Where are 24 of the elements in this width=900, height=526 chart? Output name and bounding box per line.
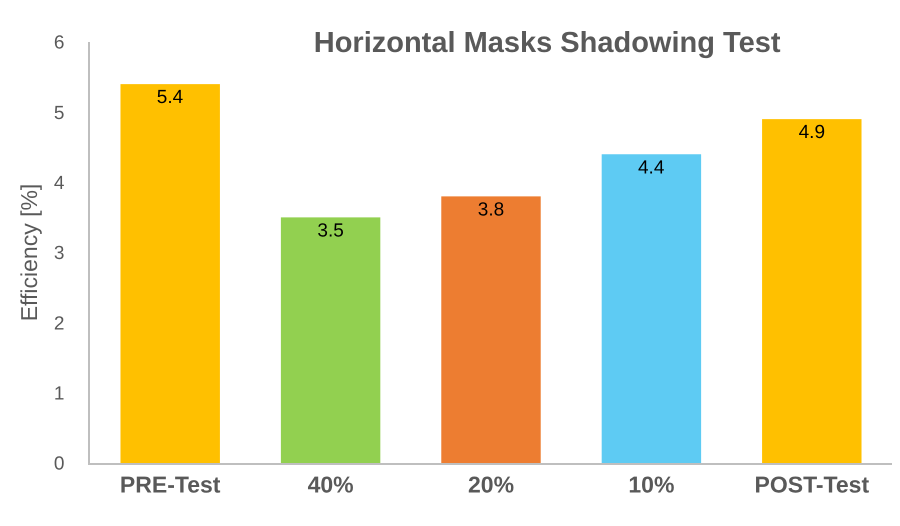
y-tick-label: 3: [54, 243, 64, 264]
data-label: 3.5: [317, 220, 344, 242]
x-tick-label: 40%: [308, 471, 354, 498]
chart-title: Horizontal Masks Shadowing Test: [314, 27, 781, 60]
y-tick-label: 2: [54, 313, 64, 334]
y-axis-title: Efficiency [%]: [16, 184, 42, 322]
y-tick-label: 0: [54, 454, 64, 475]
bar: [602, 154, 702, 463]
data-label: 3.8: [478, 199, 504, 220]
y-tick-label: 6: [54, 32, 64, 54]
x-tick-label: 10%: [628, 471, 674, 498]
bar: [762, 119, 862, 463]
y-tick-label: 5: [54, 102, 64, 124]
data-label: 4.9: [798, 122, 826, 144]
y-tick-label: 1: [54, 383, 64, 404]
data-label: 5.4: [156, 87, 184, 108]
x-tick-label: PRE-Test: [120, 471, 221, 498]
x-tick-label: 20%: [468, 471, 514, 498]
bar: [441, 196, 541, 463]
data-label: 4.4: [638, 157, 665, 178]
bar: [280, 217, 380, 463]
x-tick-label: POST-Test: [754, 471, 870, 498]
bar: [120, 84, 220, 463]
y-tick-label: 4: [54, 172, 65, 194]
